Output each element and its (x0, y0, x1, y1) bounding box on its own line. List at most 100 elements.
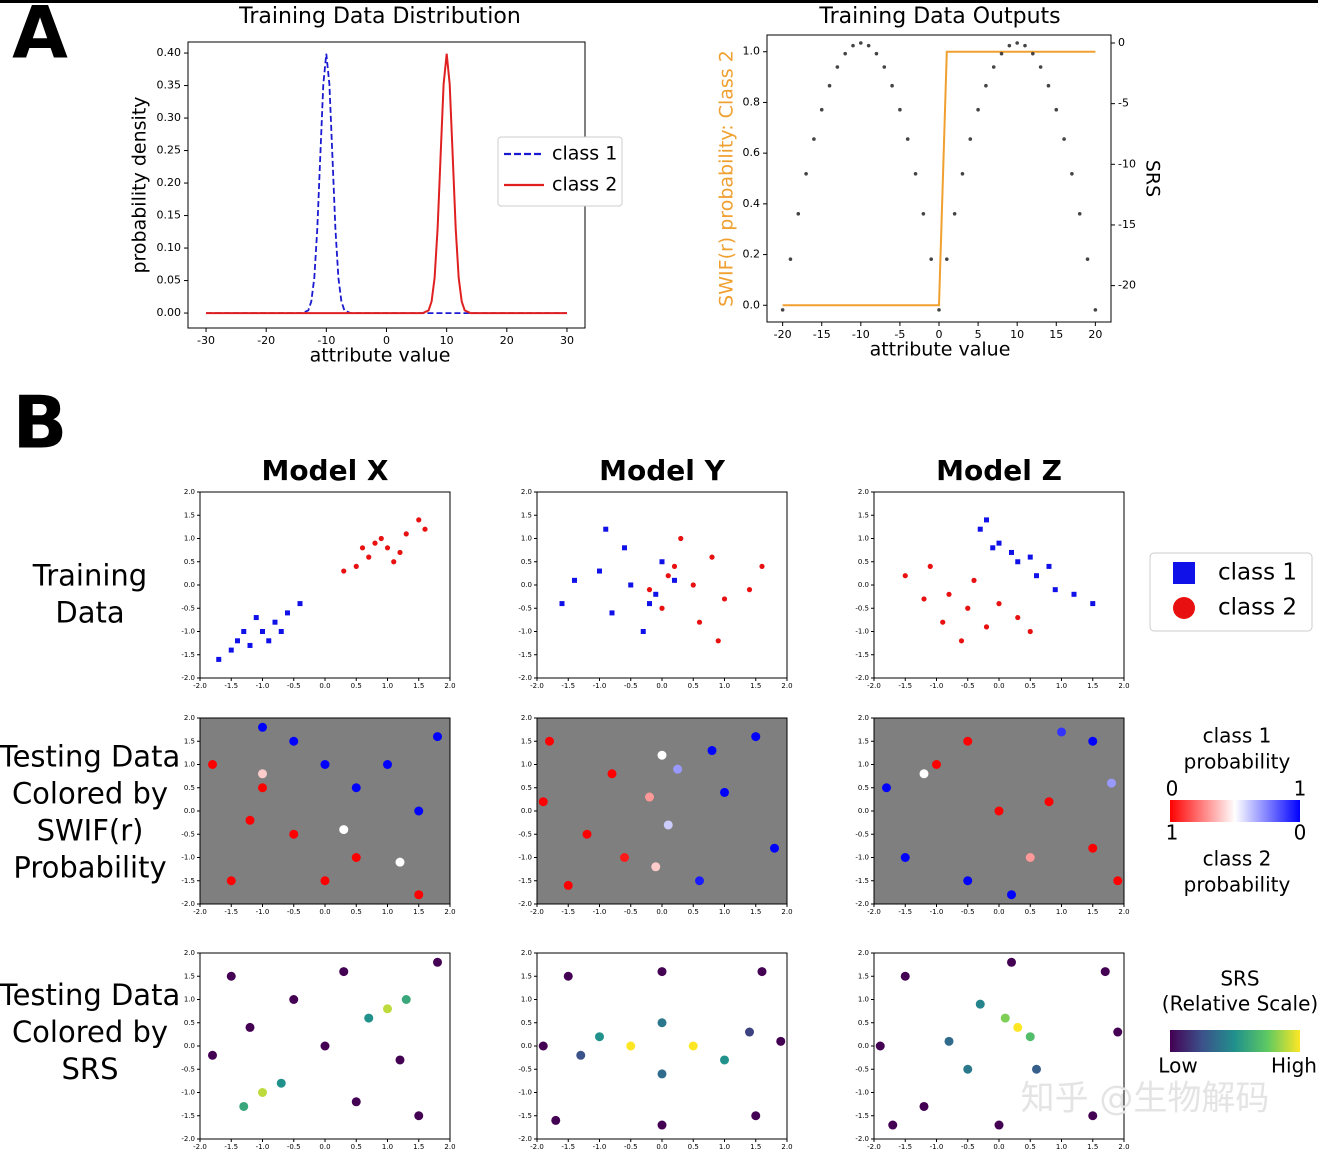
y-tick-label: -2.0 (518, 900, 532, 908)
data-point (416, 517, 422, 523)
y-tick-label: -0.5 (518, 1065, 532, 1073)
x-tick-label: 2.0 (444, 1143, 455, 1151)
y-tick-label: 0.00 (157, 306, 182, 319)
y-tick-label: -1.0 (518, 628, 532, 636)
data-point (1090, 601, 1096, 607)
data-point (258, 722, 267, 732)
data-point (994, 1120, 1004, 1130)
data-point (1007, 890, 1016, 900)
data-point (272, 619, 278, 625)
data-point (640, 629, 646, 634)
column-title: Model Y (599, 454, 725, 487)
y-tick-label: -1.0 (518, 1089, 532, 1097)
legend-label: class 1 (1218, 560, 1297, 586)
data-point (595, 1032, 604, 1042)
y-tick-label: 0.5 (858, 784, 869, 792)
data-point (1062, 137, 1066, 141)
data-point (819, 107, 824, 112)
y2-tick-label: -5 (1118, 97, 1129, 110)
colorbar-title: probability (1184, 750, 1291, 774)
data-point (1088, 1111, 1098, 1121)
data-point (672, 577, 677, 583)
x-tick-label: -10 (852, 328, 870, 341)
y-tick-label: 0.5 (521, 558, 532, 566)
data-point (759, 563, 765, 570)
data-point (984, 83, 988, 88)
data-point (1044, 797, 1054, 807)
data-point (1023, 43, 1027, 48)
y-tick-label: -1.5 (181, 651, 195, 659)
y2-tick-label: -15 (1118, 218, 1136, 231)
data-point (258, 769, 267, 779)
x-tick-label: 2.0 (781, 1143, 792, 1151)
x-tick-label: 1.0 (719, 682, 730, 690)
x-tick-label: -1.0 (930, 908, 944, 916)
x-tick-label: -0.5 (287, 1143, 301, 1151)
data-point (1031, 51, 1035, 56)
x-tick-label: -1.5 (898, 908, 912, 916)
x-tick-label: -0.5 (624, 908, 638, 916)
data-point (945, 257, 949, 261)
data-point (900, 853, 910, 862)
data-point (626, 1041, 636, 1051)
data-point (827, 83, 832, 88)
data-point (902, 573, 908, 579)
y-tick-label: 1.0 (184, 761, 195, 769)
y-tick-label: 0.10 (157, 241, 182, 254)
y-tick-label: -2.0 (855, 674, 869, 682)
data-point (576, 1050, 586, 1060)
data-point (905, 137, 910, 141)
data-point (958, 638, 965, 644)
data-point (751, 1111, 761, 1121)
data-point (900, 971, 910, 981)
y-tick-label: -1.0 (855, 628, 869, 636)
data-point (688, 1041, 698, 1051)
data-point (659, 559, 665, 565)
x-tick-label: 1.5 (413, 682, 424, 690)
data-point (1113, 1027, 1123, 1037)
data-point (538, 797, 548, 807)
data-point (812, 137, 816, 141)
x-tick-label: 1.0 (719, 1143, 730, 1151)
data-point (859, 41, 863, 45)
data-point (976, 107, 980, 112)
y-tick-label: -0.5 (181, 604, 195, 612)
colorbar-title: probability (1184, 873, 1291, 897)
data-point (968, 137, 973, 141)
plot-frame (536, 952, 788, 1140)
panel-label: A (12, 0, 68, 75)
data-point (339, 967, 349, 977)
data-point (657, 750, 667, 760)
x-tick-label: -2.0 (193, 682, 207, 690)
x-tick-label: 2.0 (444, 682, 455, 690)
data-point (603, 526, 609, 532)
data-point (983, 624, 990, 630)
data-point (372, 540, 378, 546)
data-point (720, 787, 729, 797)
y-tick-label: -2.0 (181, 900, 195, 908)
row-label: Training (32, 559, 147, 593)
x-tick-label: 0.5 (1025, 1143, 1036, 1151)
y-tick-label: 0.15 (157, 209, 182, 222)
x-tick-label: 0.5 (688, 682, 699, 690)
x-tick-label: 1.0 (1056, 1143, 1067, 1151)
x-tick-label: 1.0 (1056, 682, 1067, 690)
data-point (247, 642, 253, 648)
x-tick-label: 2.0 (1118, 908, 1129, 916)
data-point (359, 545, 366, 551)
x-tick-label: 20 (1088, 328, 1102, 341)
y2-axis-label: SRS (1142, 160, 1164, 197)
x-tick-label: 30 (560, 334, 574, 347)
data-point (707, 746, 717, 756)
data-point (721, 596, 728, 602)
data-point (397, 549, 403, 556)
data-point (890, 83, 894, 88)
data-point (882, 783, 891, 793)
x-tick-label: 0.5 (351, 908, 362, 916)
y-tick-label: 0.5 (521, 784, 532, 792)
x-tick-label: -1.0 (593, 908, 607, 916)
data-line (206, 53, 567, 315)
data-point (659, 605, 665, 611)
x-tick-label: 2.0 (444, 908, 455, 916)
